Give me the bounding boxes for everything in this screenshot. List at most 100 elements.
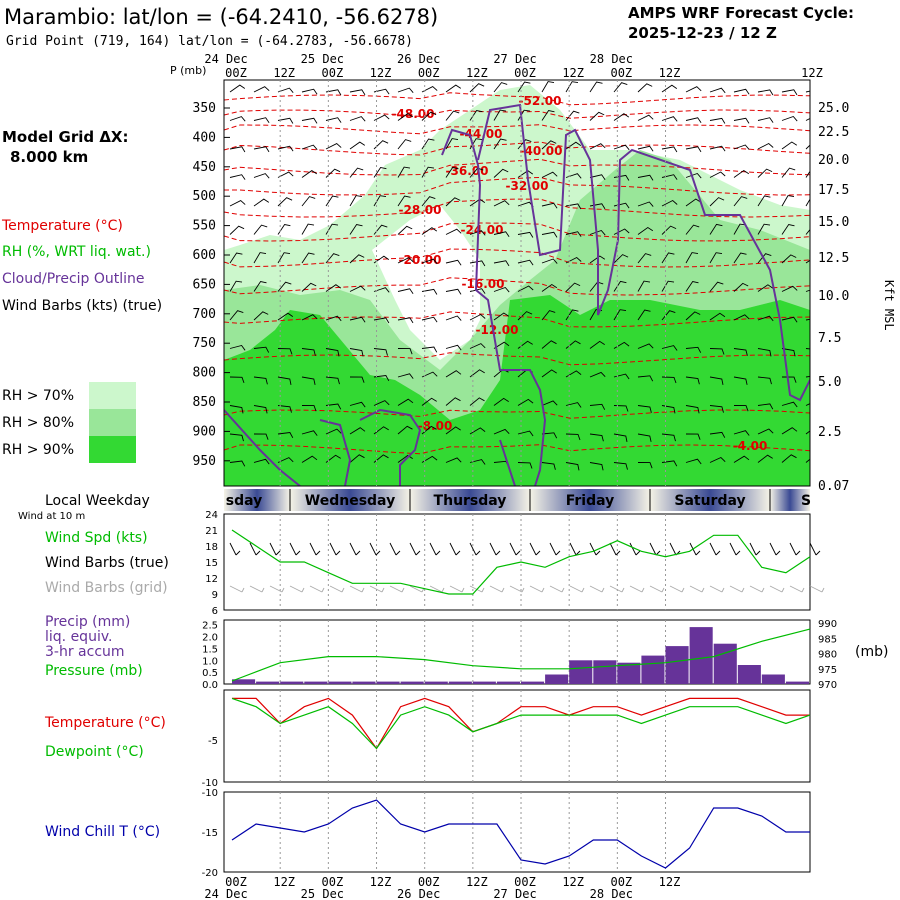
wind-barb	[445, 166, 459, 178]
wind-barb	[733, 223, 747, 235]
wind-barb	[709, 171, 726, 178]
precip-bar	[256, 681, 280, 684]
wind-barb	[229, 280, 243, 292]
isotherm	[224, 198, 810, 218]
wind-barb	[301, 223, 315, 235]
wind-barb-grid	[569, 585, 585, 593]
legend-windbarbs: Wind Barbs (kts) (true)	[2, 298, 162, 314]
wind-barb	[565, 309, 579, 321]
wind-barb	[661, 280, 675, 292]
weekday-label: Saturday	[674, 493, 745, 509]
wind-barb	[445, 110, 460, 121]
wind-barb	[757, 89, 774, 96]
wind-barb	[685, 86, 702, 93]
page-title: Marambio: lat/lon = (-64.2410, -56.6278)	[4, 5, 438, 29]
precip-bar	[448, 681, 472, 684]
wind-barb	[277, 117, 294, 124]
wind-barb	[325, 428, 342, 435]
weekday-segment	[530, 489, 650, 511]
bottom-tick-label: 00Z	[610, 875, 632, 889]
windchill-y-tick: -10	[202, 788, 218, 799]
wind-barb	[541, 109, 555, 121]
wind-barb	[349, 223, 363, 235]
wind-y-tick: 9	[212, 590, 218, 601]
wind-barb	[637, 280, 651, 292]
wind-barb	[253, 252, 267, 264]
wind-barb	[613, 82, 628, 93]
wind-barb	[229, 84, 246, 93]
wind-barb-true	[349, 542, 361, 556]
cross-section-panel: -52.00-48.00-44.00-40.00-36.00-32.00-28.…	[170, 52, 896, 494]
wind-barb-grid	[529, 585, 545, 593]
wind-barb	[517, 259, 534, 266]
wind-barb	[277, 432, 294, 439]
wind-barb-grid	[709, 585, 725, 593]
wind-barb	[301, 252, 315, 264]
rh90-swatch	[89, 436, 136, 463]
wind-barb	[397, 317, 414, 324]
wind-barb	[685, 311, 701, 321]
wind-barb	[565, 402, 582, 408]
wind-barb	[301, 117, 318, 124]
wind-barb	[541, 369, 557, 378]
wind-barb	[397, 288, 414, 294]
top-tick-label: 00Z	[514, 66, 536, 80]
rh80-label: RH > 80%	[2, 415, 74, 431]
wind-barb	[349, 285, 366, 292]
precip-panel: 2.52.01.51.00.50.0 990 985 980 975 970	[202, 619, 837, 691]
wind-barb	[757, 403, 774, 410]
bottom-tick-label: 12Z	[466, 875, 488, 889]
bottom-tick-label: 00Z	[225, 875, 247, 889]
wind-barb-grid	[509, 585, 525, 593]
wind-barb-grid	[809, 585, 825, 593]
cloud-outline-main	[441, 128, 547, 486]
wind-barb	[757, 454, 773, 463]
cloud-outline-upper	[477, 103, 810, 402]
wind-barb	[373, 255, 390, 264]
rh90-region	[224, 295, 810, 486]
isotherm	[224, 444, 810, 455]
weekday-title: Local Weekday	[45, 493, 150, 509]
wind-barb	[517, 462, 533, 469]
wind-barb	[373, 317, 390, 324]
wind-barb	[349, 167, 364, 178]
top-date-label: 27 Dec	[493, 52, 536, 66]
height-axis-label: Kft MSL	[882, 280, 896, 331]
wind-barb	[301, 88, 318, 95]
wind-barb	[445, 370, 462, 378]
wind-barb	[325, 195, 339, 207]
wind-barb	[733, 430, 750, 436]
wind-barb	[709, 252, 723, 264]
wind-barb	[469, 397, 485, 406]
pressure-tick: 850	[193, 395, 216, 410]
wind-barb	[469, 343, 486, 349]
wind-barb	[229, 344, 246, 351]
wind-barb	[445, 228, 462, 235]
precip-y-tick: 1.5	[202, 644, 218, 655]
wind-barb	[325, 89, 342, 96]
wind-barb	[637, 114, 654, 121]
wind-barb	[397, 257, 414, 264]
wind-barb	[469, 288, 486, 294]
wind-barb	[349, 195, 363, 207]
weekday-band: sday Wednesday Thursday Friday Saturday S	[224, 489, 811, 511]
precip-bar	[400, 681, 424, 684]
pressure-unit-label: (mb)	[855, 644, 888, 660]
wind-barb-true	[229, 542, 241, 556]
wind-barb	[277, 312, 294, 321]
wind-barb	[613, 280, 627, 292]
wind-barb	[517, 81, 531, 93]
isotherm-label: -4.00	[733, 439, 768, 453]
precip-y-tick: 0.0	[202, 680, 218, 691]
wind-barb	[781, 376, 797, 383]
isotherm-label: -40.00	[520, 144, 563, 158]
wind-barb	[277, 171, 294, 178]
isotherm-label: -12.00	[476, 323, 519, 337]
windchill-line	[231, 799, 810, 869]
wind-barb	[469, 369, 485, 378]
wind-barb	[277, 252, 291, 264]
wind-barb	[325, 454, 341, 463]
wind-barb-true	[269, 542, 281, 556]
weekday-segment	[770, 489, 810, 511]
bottom-date-label: 28 Dec	[590, 887, 633, 900]
